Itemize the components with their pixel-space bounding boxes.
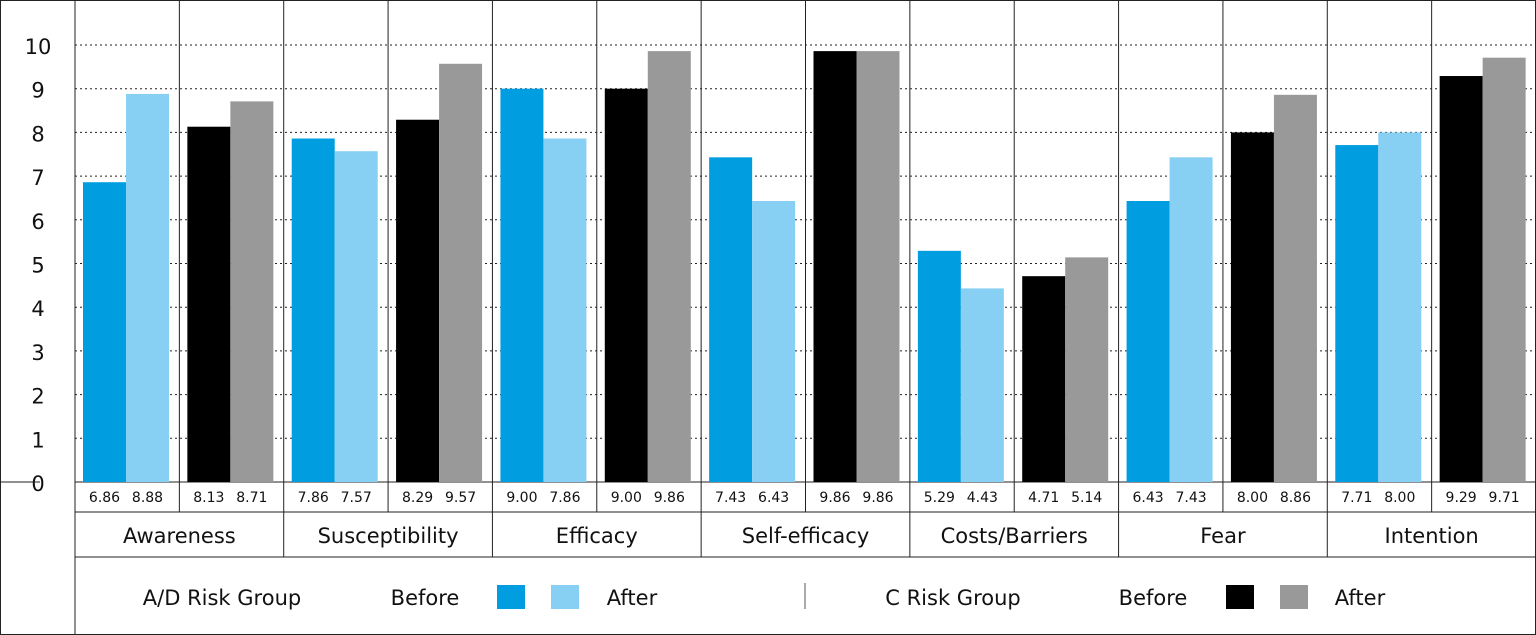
- category-label: Costs/Barriers: [941, 524, 1088, 548]
- category-label: Self-efficacy: [742, 524, 870, 548]
- value-label: 6.43: [1132, 490, 1163, 506]
- value-label: 8.00: [1237, 490, 1268, 506]
- y-tick-label: 4: [31, 297, 44, 321]
- legend-swatch: [497, 585, 525, 609]
- bar: [1065, 257, 1109, 482]
- y-tick-label: 9: [31, 79, 44, 103]
- bar: [917, 250, 961, 482]
- bar: [1169, 157, 1213, 482]
- value-label: 6.86: [89, 490, 120, 506]
- legend-label: Before: [391, 586, 460, 610]
- legend-label: Before: [1119, 586, 1188, 610]
- bar: [396, 119, 440, 483]
- y-tick-label: 3: [31, 341, 44, 365]
- bar: [1482, 57, 1526, 482]
- bar: [500, 88, 544, 482]
- category-label: Awareness: [123, 524, 236, 548]
- value-label: 7.86: [549, 490, 580, 506]
- legend-swatch: [1226, 585, 1254, 609]
- y-tick-label: 10: [25, 35, 52, 59]
- value-label: 5.14: [1071, 490, 1102, 506]
- bar: [1022, 276, 1066, 482]
- y-tick-label: 8: [31, 122, 44, 146]
- bar: [752, 201, 796, 482]
- legend-group: C Risk Group: [885, 586, 1020, 610]
- legend-label: After: [607, 586, 658, 610]
- y-tick-label: 5: [31, 254, 44, 278]
- value-label: 8.13: [193, 490, 224, 506]
- y-tick-label: 1: [31, 428, 44, 452]
- value-label: 7.43: [1175, 490, 1206, 506]
- value-label: 9.00: [611, 490, 642, 506]
- value-label: 8.00: [1384, 490, 1415, 506]
- legend-group: A/D Risk Group: [143, 586, 301, 610]
- value-label: 5.29: [924, 490, 955, 506]
- value-label: 7.86: [298, 490, 329, 506]
- bar: [813, 51, 857, 482]
- value-label: 8.29: [402, 490, 433, 506]
- bar: [1439, 76, 1483, 482]
- value-label: 9.86: [862, 490, 893, 506]
- value-label: 9.00: [506, 490, 537, 506]
- bar: [604, 88, 648, 482]
- bar: [1126, 201, 1170, 482]
- bar: [334, 151, 378, 483]
- category-label: Susceptibility: [318, 524, 459, 548]
- bar: [1273, 94, 1317, 483]
- bar: [187, 126, 231, 483]
- bar: [1335, 145, 1379, 482]
- category-label: Intention: [1385, 524, 1479, 548]
- value-label: 4.43: [967, 490, 998, 506]
- y-tick-label: 2: [31, 385, 44, 409]
- value-label: 8.71: [236, 490, 267, 506]
- value-label: 9.57: [445, 490, 476, 506]
- legend-swatch: [551, 585, 579, 609]
- value-label: 4.71: [1028, 490, 1059, 506]
- bar: [83, 182, 126, 482]
- bar: [1378, 132, 1422, 482]
- y-tick-label: 0: [31, 472, 44, 496]
- y-tick-label: 7: [31, 166, 44, 190]
- value-label: 7.57: [341, 490, 372, 506]
- bar: [1230, 132, 1274, 482]
- value-label: 7.71: [1341, 490, 1372, 506]
- y-tick-label: 6: [31, 210, 44, 234]
- value-label: 7.43: [715, 490, 746, 506]
- bar: [439, 63, 483, 482]
- legend-label: After: [1335, 586, 1386, 610]
- category-label: Efficacy: [556, 524, 638, 548]
- bar: [291, 138, 335, 482]
- legend-swatch: [1280, 585, 1308, 609]
- value-label: 9.86: [654, 490, 685, 506]
- value-label: 8.86: [1280, 490, 1311, 506]
- value-label: 6.43: [758, 490, 789, 506]
- value-label: 8.88: [132, 490, 163, 506]
- bar: [960, 288, 1004, 482]
- category-label: Fear: [1200, 524, 1246, 548]
- bar: [856, 51, 900, 482]
- bar: [709, 157, 753, 482]
- value-label: 9.86: [819, 490, 850, 506]
- value-label: 9.71: [1489, 490, 1520, 506]
- bar: [543, 138, 587, 482]
- bar: [126, 93, 169, 482]
- bar: [230, 101, 274, 483]
- value-label: 9.29: [1446, 490, 1477, 506]
- bar: [647, 51, 691, 482]
